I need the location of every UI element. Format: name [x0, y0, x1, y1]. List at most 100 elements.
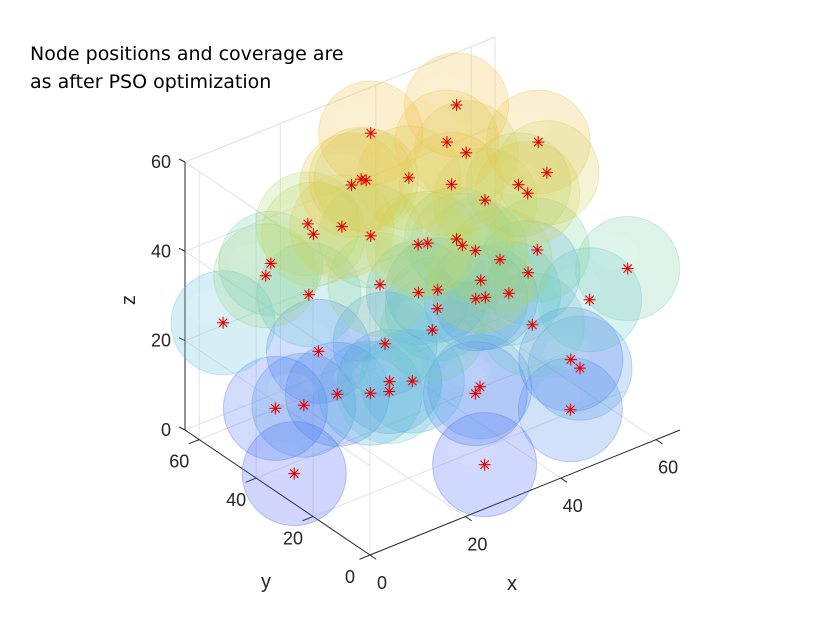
axes-box — [178, 158, 681, 560]
coverage-spheres — [170, 52, 681, 527]
node-marker — [307, 228, 320, 241]
grid-line — [184, 161, 371, 288]
grid-line — [280, 391, 466, 517]
x-tick-mark — [465, 516, 472, 522]
node-marker — [412, 238, 425, 251]
z-tick-mark — [178, 247, 186, 252]
x-tick-label: 0 — [377, 573, 387, 593]
y-tick-mark — [359, 554, 371, 560]
x-axis-label: x — [507, 573, 517, 595]
node-marker — [297, 399, 310, 412]
node-marker — [469, 244, 482, 257]
node-marker — [431, 302, 444, 315]
node-marker — [431, 283, 444, 296]
node-marker — [440, 136, 453, 149]
node-marker — [331, 388, 344, 401]
node-marker — [426, 323, 439, 336]
z-tick-mark — [178, 158, 186, 163]
chart-title-line-2: as after PSO optimization — [30, 71, 271, 93]
node-marker — [540, 166, 553, 179]
node-marker — [406, 375, 419, 388]
grid-line — [375, 352, 562, 479]
y-tick-mark — [188, 439, 200, 445]
node-marker — [264, 257, 277, 270]
tick-labels: 0 20 40 60 0 20 40 60 0 20 40 60 — [151, 152, 678, 593]
grid-line — [184, 36, 496, 163]
node-marker — [474, 380, 486, 393]
z-tick-mark — [178, 426, 186, 431]
node-marker — [494, 253, 506, 266]
x-tick-label: 40 — [563, 496, 583, 516]
node-marker — [312, 345, 325, 358]
y-axis-label: y — [261, 571, 271, 593]
node-marker — [379, 337, 391, 350]
z-tick-label: 20 — [151, 331, 171, 351]
y-tick-mark — [302, 516, 314, 522]
node-marker — [421, 237, 434, 250]
node-marker — [374, 278, 386, 291]
node-marker — [445, 178, 458, 191]
y-tick-label: 20 — [283, 529, 303, 549]
x-tick-mark — [369, 554, 377, 560]
x-axis-line — [369, 429, 681, 556]
grid-line — [470, 314, 657, 441]
grid-line — [199, 314, 510, 441]
node-marker — [217, 316, 230, 329]
node-marker — [531, 243, 544, 256]
node-marker — [469, 292, 482, 305]
y-tick-label: 0 — [345, 567, 355, 587]
node-marker — [383, 385, 396, 398]
node-markers — [217, 98, 634, 480]
x-tick-mark — [655, 439, 663, 445]
node-marker — [364, 127, 377, 140]
y-tick-mark — [245, 477, 257, 483]
chart-title-line-1: Node positions and coverage are — [30, 43, 344, 65]
node-marker — [583, 293, 596, 306]
node-marker — [564, 353, 577, 366]
node-marker — [469, 387, 482, 400]
node-marker — [450, 98, 463, 111]
z-tick-mark — [178, 337, 186, 342]
chart-title: Node positions and coverage are as after… — [30, 43, 344, 93]
node-marker — [288, 467, 301, 480]
node-marker — [526, 318, 539, 331]
node-marker — [450, 232, 463, 245]
z-tick-label: 40 — [151, 241, 171, 261]
node-marker — [364, 387, 377, 400]
node-marker — [512, 178, 525, 191]
x-tick-mark — [560, 477, 568, 483]
grid-line — [184, 215, 496, 342]
grid-line — [184, 304, 496, 431]
node-marker — [364, 229, 377, 242]
x-tick-label: 60 — [658, 458, 678, 478]
node-marker — [521, 187, 534, 200]
y-tick-label: 40 — [226, 490, 246, 510]
grid-line — [255, 352, 567, 479]
node-marker — [259, 269, 272, 282]
node-marker — [479, 194, 491, 207]
node-marker — [335, 220, 348, 233]
coverage-sphere — [422, 198, 528, 304]
node-marker — [478, 458, 491, 471]
z-tick-label: 0 — [161, 420, 171, 440]
node-marker — [383, 375, 396, 388]
z-axis-label: z — [118, 295, 140, 305]
z-tick-label: 60 — [151, 152, 171, 172]
axes-grid — [184, 36, 681, 556]
node-marker — [564, 403, 577, 416]
node-marker — [460, 146, 473, 159]
node-marker — [355, 173, 368, 186]
node-marker — [502, 287, 515, 300]
node-marker — [402, 171, 415, 184]
grid-line — [312, 391, 624, 518]
node-marker — [345, 179, 358, 192]
node-marker — [412, 286, 425, 299]
node-marker — [479, 291, 492, 304]
grid-line — [184, 125, 496, 252]
y-axis-line — [184, 429, 371, 556]
node-marker — [302, 288, 315, 301]
node-marker — [574, 362, 586, 375]
y-tick-label: 60 — [169, 452, 189, 472]
x-tick-label: 20 — [467, 535, 487, 555]
